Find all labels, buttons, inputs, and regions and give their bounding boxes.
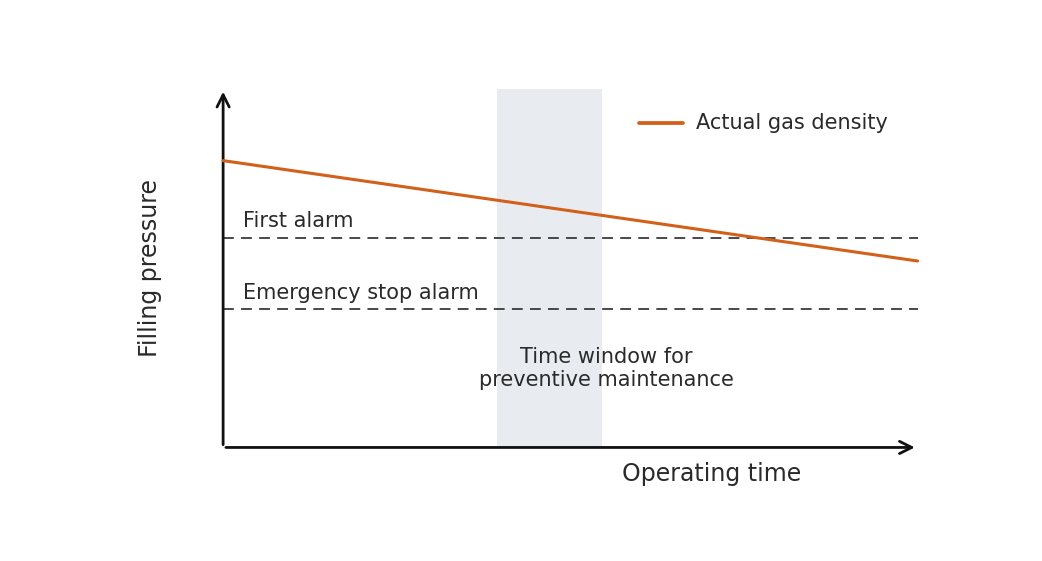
Text: First alarm: First alarm — [244, 211, 354, 231]
Text: Time window for
preventive maintenance: Time window for preventive maintenance — [478, 347, 734, 390]
Bar — [497, 89, 601, 448]
Text: Filling pressure: Filling pressure — [139, 179, 163, 357]
Text: Operating time: Operating time — [622, 462, 801, 486]
Text: Actual gas density: Actual gas density — [696, 113, 888, 134]
Text: Emergency stop alarm: Emergency stop alarm — [244, 283, 479, 303]
